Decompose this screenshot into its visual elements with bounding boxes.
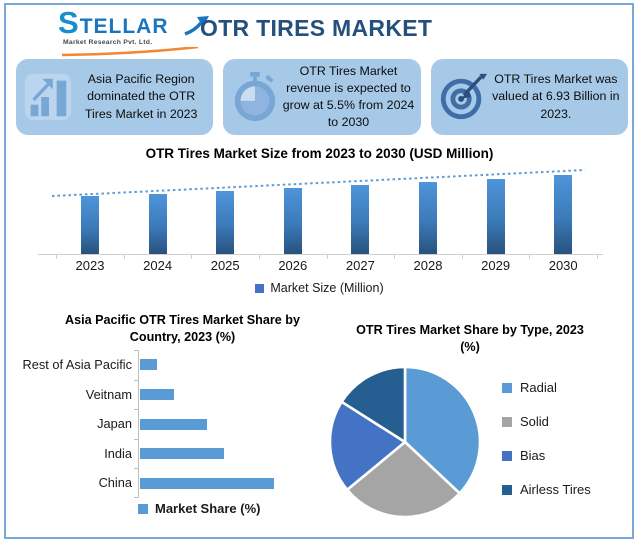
- highlight-box-region: Asia Pacific Region dominated the OTR Ti…: [16, 59, 214, 135]
- year-label: 2025: [210, 258, 240, 273]
- logo-brand-text: STELLAR: [58, 5, 169, 40]
- axis-tick: [56, 255, 58, 259]
- year-label: 2029: [481, 258, 511, 273]
- pie-chart: [328, 365, 482, 519]
- market-size-bar-2030: [554, 175, 573, 254]
- axis-tick: [134, 468, 138, 470]
- axis-tick: [394, 255, 396, 259]
- stopwatch-icon: [228, 71, 282, 123]
- country-label-veitnam: Veitnam: [85, 386, 132, 402]
- country-label-india: India: [104, 445, 132, 461]
- country-bar-rest-of-asia-pacific: [140, 359, 157, 371]
- axis-tick: [134, 379, 138, 381]
- year-label: 2026: [278, 258, 308, 273]
- country-bar-china: [140, 477, 274, 489]
- axis-tick: [191, 255, 193, 259]
- legend-marker: [502, 450, 512, 461]
- legend-marker: [502, 416, 512, 427]
- dartboard-icon: [436, 71, 490, 123]
- pie-legend-item: Solid: [502, 414, 591, 429]
- market-size-plot: [0, 165, 639, 259]
- market-size-bar-2023: [81, 196, 99, 254]
- pie-legend-item: Radial: [502, 380, 591, 395]
- logo-arrow-icon: [184, 16, 209, 36]
- legend-marker: [502, 484, 512, 495]
- x-axis-line: [38, 254, 603, 255]
- market-size-chart-title: OTR Tires Market Size from 2023 to 2030 …: [145, 146, 494, 161]
- pie-slice-airless-tires: [340, 365, 407, 444]
- highlight-box-growth: OTR Tires Market revenue is expected to …: [223, 59, 421, 135]
- year-label: 2023: [75, 258, 105, 273]
- country-chart-legend: Market Share (%): [138, 501, 260, 516]
- pie-legend-item: Bias: [502, 448, 591, 463]
- axis-tick: [326, 255, 328, 259]
- highlight-text: Asia Pacific Region dominated the OTR Ti…: [84, 72, 198, 121]
- country-label-japan: Japan: [97, 416, 132, 432]
- country-label-china: China: [98, 475, 132, 491]
- pie-slice-bias: [328, 400, 407, 492]
- axis-tick: [259, 255, 260, 259]
- legend-label: Market Share (%): [155, 501, 261, 516]
- country-bar-japan: [140, 418, 207, 430]
- market-size-bar-2027: [351, 185, 370, 254]
- legend-label: Market Size (Million): [270, 281, 384, 295]
- axis-tick: [529, 255, 531, 259]
- pie-legend: Radial Solid Bias Airless Tires: [502, 380, 591, 516]
- axis-tick: [134, 438, 138, 440]
- market-size-bar-2029: [486, 178, 505, 254]
- market-size-legend: Market Size (Million): [0, 281, 639, 295]
- market-size-bar-2024: [148, 193, 167, 254]
- stellar-logo: STELLAR Market Research Pvt. Ltd.: [58, 5, 209, 57]
- highlight-text: OTR Tires Market revenue is expected to …: [282, 63, 415, 130]
- year-label: 2030: [548, 258, 578, 273]
- legend-label: Bias: [520, 448, 546, 463]
- highlight-boxes: Asia Pacific Region dominated the OTR Ti…: [16, 59, 628, 135]
- highlight-text: OTR Tires Market was valued at 6.93 Bill…: [492, 72, 620, 121]
- market-size-xlabels: 2023 2024 2025 2026 2027 2028 2029 2030: [0, 258, 639, 274]
- market-size-bar-2026: [283, 188, 302, 254]
- country-bar-india: [140, 448, 224, 460]
- axis-tick: [597, 255, 598, 259]
- country-chart-title: Asia Pacific OTR Tires Market Share by C…: [65, 313, 300, 344]
- country-label-rest-of-asia-pacific: Rest of Asia Pacific: [22, 357, 132, 372]
- legend-marker: [255, 283, 265, 293]
- pie-slice-radial: [403, 365, 482, 495]
- market-size-bar-2025: [216, 190, 235, 254]
- market-size-bar-2028: [419, 181, 437, 254]
- page-title: OTR TIRES MARKET: [200, 15, 433, 41]
- year-label: 2024: [143, 258, 173, 273]
- axis-tick: [123, 255, 125, 259]
- legend-marker: [502, 382, 512, 393]
- year-label: 2027: [345, 258, 375, 273]
- axis-tick: [461, 255, 463, 259]
- trendline: [51, 169, 586, 197]
- country-chart-plot: Rest of Asia Pacific Veitnam Japan India Chi…: [16, 350, 316, 498]
- pie-slice-solid: [345, 440, 461, 519]
- pie-legend-item: Airless Tires: [502, 482, 591, 497]
- pie-chart-title: OTR Tires Market Share by Type, 2023 (%): [356, 323, 584, 354]
- legend-label: Airless Tires: [520, 482, 591, 497]
- year-label: 2028: [413, 258, 443, 273]
- logo-swoosh: [61, 47, 199, 57]
- axis-tick: [134, 350, 138, 351]
- logo-tagline: Market Research Pvt. Ltd.: [63, 39, 153, 46]
- legend-marker: [138, 503, 148, 514]
- legend-label: Radial: [520, 380, 557, 395]
- axis-tick: [134, 497, 138, 498]
- legend-label: Solid: [520, 414, 549, 429]
- bar-growth-icon: [21, 71, 75, 123]
- axis-tick: [134, 409, 138, 411]
- highlight-box-value: OTR Tires Market was valued at 6.93 Bill…: [430, 59, 628, 135]
- country-bar-veitnam: [140, 388, 174, 400]
- country-y-axis: [138, 350, 139, 498]
